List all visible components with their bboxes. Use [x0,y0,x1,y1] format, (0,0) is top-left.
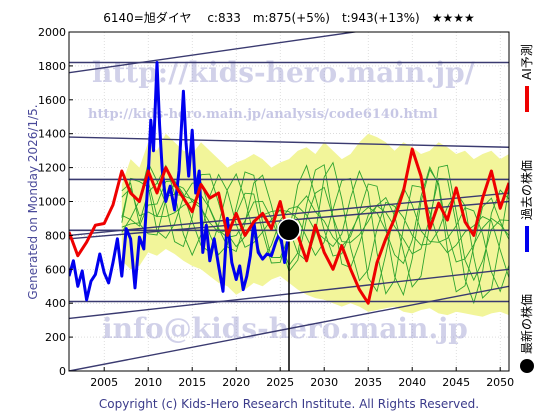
x-tick-label-3: 2020 [222,376,250,389]
watermark-analysis-url: http://kids-hero.main.jp/analysis/code61… [88,107,438,122]
legend-marker-latest [520,359,534,373]
chart-title: 6140=旭ダイヤ c:833 m:875(+5%) t:943(+13%) ★… [103,10,474,25]
trend-line-5 [69,136,509,148]
y-axis: 0 200 400 600 800 1000 1200 1400 1600 1800 2000 [38,26,73,378]
y-tick-label-5: 1000 [38,196,66,209]
x-tick-label-1: 2010 [134,376,162,389]
y-tick-label-1: 200 [45,331,66,344]
y-tick-label-10: 2000 [38,26,66,39]
legend-label-2: 最新の株価 [519,294,534,354]
latest-price-dot [277,218,301,242]
y-tick-label-6: 1200 [38,162,66,175]
trend-line-0 [69,32,360,74]
y-tick-label-8: 1600 [38,94,66,107]
x-tick-label-0: 2005 [90,376,118,389]
trend-line-1 [69,192,509,237]
x-tick-label-9: 2050 [486,376,514,389]
x-tick-label-4: 2025 [266,376,294,389]
x-tick-label-7: 2040 [398,376,426,389]
x-tick-label-2: 2015 [178,376,206,389]
y-tick-label-4: 800 [45,229,66,242]
x-axis: 2005 2010 2015 2020 2025 2030 2035 2040 2045 2050 [90,367,514,389]
legend-label-1: 過去の株価 [519,160,534,220]
y-tick-label-0: 0 [59,365,66,378]
band-member-line-6 [121,164,509,293]
y-tick-label-9: 1800 [38,60,66,73]
latest-marker [277,218,301,371]
x-tick-label-5: 2030 [310,376,338,389]
band-member-line-3 [121,164,509,293]
y-tick-label-7: 1400 [38,128,66,141]
copyright-text: Copyright (c) Kids-Hero Research Institu… [99,397,479,411]
series-line-past-price [69,61,291,302]
watermark-email: info@kids-hero.main.jp [102,312,468,345]
y-tick-label-2: 400 [45,297,66,310]
y-tick-label-3: 600 [45,263,66,276]
generated-date-note: Generated on Monday 2026/1/5. [26,104,40,299]
legend-label-0: AI予測 [520,44,534,80]
x-tick-label-6: 2035 [354,376,382,389]
x-tick-label-8: 2045 [442,376,470,389]
